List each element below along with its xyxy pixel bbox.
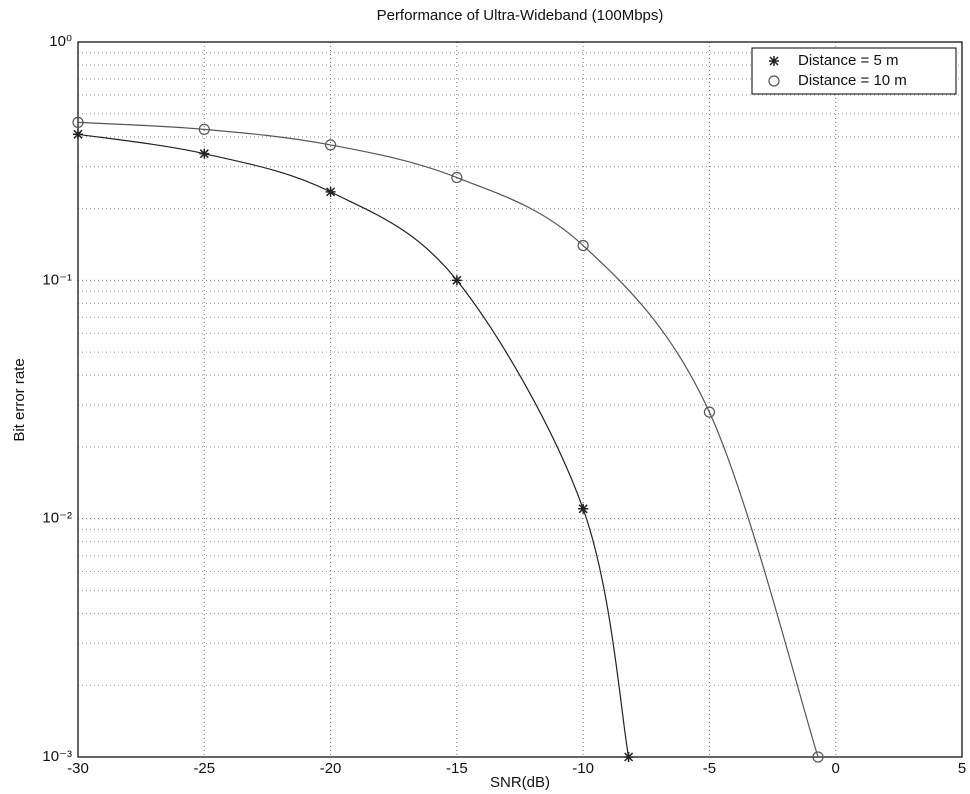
- legend-box: [751, 47, 957, 95]
- marker-circle: [198, 123, 210, 135]
- marker-star: [578, 503, 589, 514]
- y-tick-label: 10⁻³: [42, 748, 72, 765]
- x-tick-label: -10: [572, 760, 594, 777]
- y-axis-label: Bit error rate: [11, 358, 28, 441]
- marker-star: [199, 148, 210, 159]
- legend-label: Distance = 5 m: [798, 52, 898, 69]
- marker-circle: [577, 239, 589, 252]
- y-tick-label: 10⁰: [49, 33, 72, 50]
- y-tick-label: 10⁻²: [42, 510, 72, 527]
- marker-circle: [324, 139, 337, 151]
- x-tick-label: -20: [320, 760, 342, 777]
- plot-frame: [77, 41, 963, 758]
- x-tick-label: -15: [446, 760, 468, 777]
- marker-star: [325, 186, 336, 197]
- chart-title: Performance of Ultra-Wideband (100Mbps): [377, 7, 664, 24]
- x-tick-label: -25: [193, 760, 215, 777]
- legend-label: Distance = 10 m: [798, 72, 907, 89]
- x-tick-label: 0: [832, 760, 840, 777]
- marker-star: [73, 129, 83, 140]
- marker-circle: [768, 75, 780, 87]
- x-tick-label: -30: [67, 760, 89, 777]
- marker-circle: [72, 116, 84, 128]
- marker-star: [769, 56, 779, 66]
- x-axis-label: SNR(dB): [490, 774, 550, 791]
- y-tick-label: 10⁻¹: [42, 271, 72, 288]
- marker-circle: [812, 751, 824, 763]
- marker-circle: [703, 406, 716, 418]
- x-tick-label: 5: [958, 760, 966, 777]
- marker-star: [623, 752, 634, 762]
- x-tick-label: -5: [703, 760, 716, 777]
- series-line: [77, 121, 819, 758]
- series-line: [77, 133, 630, 758]
- marker-circle: [451, 171, 463, 184]
- marker-star: [451, 275, 462, 286]
